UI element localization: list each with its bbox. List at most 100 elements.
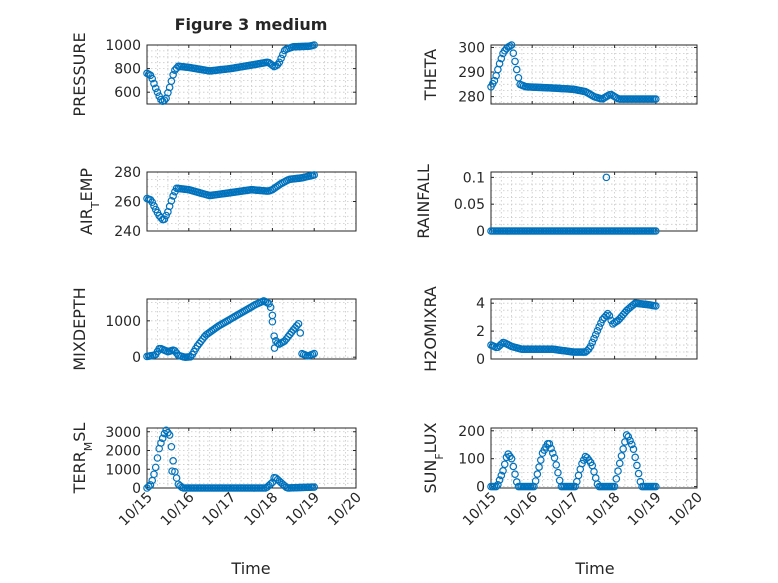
data-point xyxy=(270,332,278,340)
y-tick-label: 0.1 xyxy=(463,170,485,186)
y-tick-label: 4 xyxy=(476,296,485,312)
x-axis-label-right: Time xyxy=(574,559,614,578)
y-tick-label: 800 xyxy=(114,62,141,78)
data-point xyxy=(150,79,158,88)
data-point xyxy=(266,480,275,488)
data-point xyxy=(162,211,170,220)
data-point xyxy=(509,49,518,57)
y-tick-label: 0 xyxy=(476,352,485,368)
data-point xyxy=(545,440,554,448)
data-point xyxy=(266,303,275,312)
data-point xyxy=(495,476,504,484)
data-point xyxy=(593,326,602,335)
data-point xyxy=(619,445,627,453)
y-label-main: PRESSURE xyxy=(70,32,89,116)
data-point xyxy=(492,482,500,491)
data-point xyxy=(151,84,160,93)
y-axis-label: RAINFALL xyxy=(414,164,433,239)
data-point xyxy=(279,50,287,59)
y-tick-label: 280 xyxy=(114,165,141,181)
data-point xyxy=(626,436,634,445)
data-point xyxy=(531,477,540,485)
y-axis-label: SUNFLUX xyxy=(421,422,446,493)
data-point xyxy=(631,453,640,462)
data-point xyxy=(157,439,165,447)
data-point xyxy=(168,467,176,475)
y-tick-label: 3000 xyxy=(105,425,141,441)
data-point xyxy=(497,54,506,63)
y-tick-label: 200 xyxy=(458,424,485,440)
data-point xyxy=(310,41,319,49)
data-point xyxy=(310,483,319,491)
data-point xyxy=(603,309,612,318)
y-label-main: AIR xyxy=(77,208,96,235)
data-point xyxy=(651,482,660,491)
data-point xyxy=(497,471,506,480)
data-point xyxy=(651,302,660,310)
y-label-main: H2OMIXRA xyxy=(421,286,440,372)
data-point xyxy=(294,320,303,328)
data-point xyxy=(615,459,624,468)
data-point xyxy=(494,480,502,489)
x-tick-label: 10/18 xyxy=(241,490,281,530)
data-point xyxy=(292,322,301,330)
data-point xyxy=(490,76,499,85)
y-tick-label: 0 xyxy=(476,480,485,496)
data-point xyxy=(169,192,177,200)
y-tick-label: 0 xyxy=(132,481,141,497)
axes-box xyxy=(146,298,357,360)
x-tick-label: 10/19 xyxy=(625,490,665,530)
data-point xyxy=(591,474,600,482)
data-point xyxy=(148,74,157,83)
data-point xyxy=(512,65,521,74)
panel-h2omixra: 0 2 4 H2OMIXRA xyxy=(421,286,698,372)
data-point xyxy=(169,457,177,465)
data-point xyxy=(169,70,177,79)
data-point xyxy=(571,482,579,491)
data-point xyxy=(165,431,174,439)
data-point xyxy=(296,329,305,337)
y-axis-label: MIXDEPTH xyxy=(70,287,89,370)
panel-theta: 280 290 300 THETA xyxy=(421,40,698,106)
data-point xyxy=(495,59,504,68)
data-point xyxy=(144,482,153,491)
data-point xyxy=(507,41,516,49)
data-point xyxy=(270,344,279,352)
data-point xyxy=(624,432,633,441)
y-tick-label: 100 xyxy=(458,452,485,468)
data-point xyxy=(629,445,638,453)
y-label-main: MIXDEPTH xyxy=(70,287,89,370)
data-point xyxy=(552,461,561,469)
data-point xyxy=(150,470,158,479)
data-point xyxy=(602,173,611,182)
y-tick-label: 260 xyxy=(114,195,141,211)
data-point xyxy=(268,311,277,320)
y-tick-label: 1000 xyxy=(105,314,141,330)
panel-sun-flux: 10/15 10/16 10/17 10/18 10/19 10/200100200SUN… xyxy=(421,422,706,529)
data-point xyxy=(507,454,516,463)
data-point xyxy=(153,88,162,97)
data-point xyxy=(627,440,636,449)
data-point xyxy=(310,349,319,358)
data-point xyxy=(536,456,545,464)
axes-box xyxy=(490,44,698,105)
y-tick-label: 0 xyxy=(132,350,141,366)
data-point xyxy=(511,470,519,479)
y-axis-label: H2OMIXRA xyxy=(421,286,440,372)
data-point xyxy=(157,95,165,104)
data-point xyxy=(614,467,622,475)
data-point xyxy=(514,73,523,82)
data-point xyxy=(167,77,176,85)
y-label-suffix: EMP xyxy=(77,168,96,202)
data-point xyxy=(172,474,181,482)
y-tick-label: 600 xyxy=(114,85,141,101)
data-point xyxy=(150,202,158,210)
data-point xyxy=(574,471,583,480)
data-point xyxy=(153,454,162,462)
data-point xyxy=(634,469,643,478)
x-tick-label: 10/19 xyxy=(283,490,323,530)
data-point xyxy=(277,54,285,63)
data-point xyxy=(535,463,543,471)
y-label-main: TERR xyxy=(70,451,89,494)
y-tick-label: 290 xyxy=(458,65,485,81)
